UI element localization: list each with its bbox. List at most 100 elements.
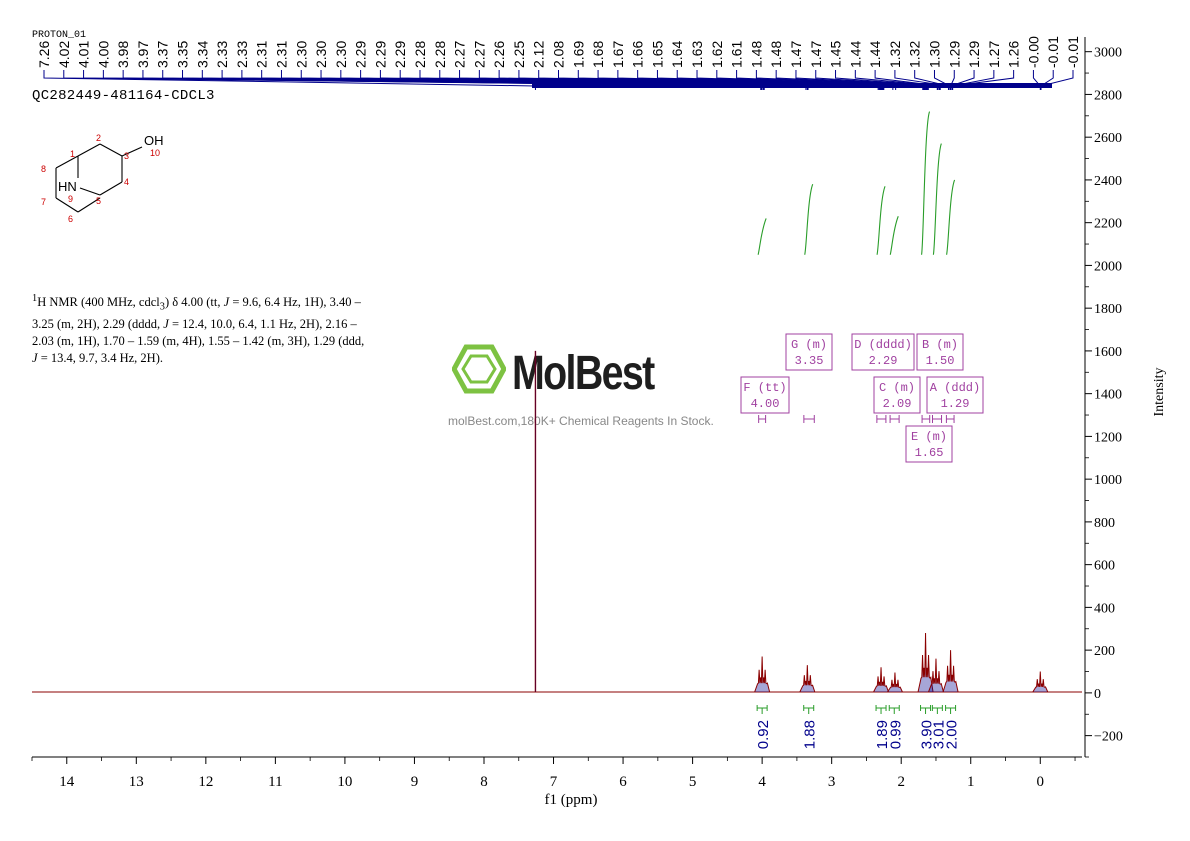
peak-label: 4.02 [56,41,72,68]
watermark-tagline: molBest.com,180K+ Chemical Reagents In S… [448,414,714,428]
peak-label: 2.31 [254,41,270,68]
spectrum-peak [754,656,771,693]
integral-value: 1.88 [802,720,819,749]
x-axis: 14 13 12 11 10 9 8 7 6 5 4 3 2 1 0f1 (ppm) [31,756,1082,808]
y-tick-label: 1600 [1094,345,1122,360]
multiplet-box [916,333,964,371]
peak-label: -0.01 [1065,36,1081,68]
multiplet-value: 1.29 [941,397,970,411]
x-tick-label: 6 [619,774,627,790]
peak-label: 1.66 [630,41,646,68]
peak-label: 1.63 [689,41,705,68]
peak-label: 1.32 [907,41,923,68]
peak-label: 2.28 [412,41,428,68]
integral-curve [946,179,956,255]
peak-label: 1.62 [709,41,725,68]
peak-label: 3.98 [115,41,131,68]
multiplet-range [931,415,943,423]
peak-label: 4.00 [95,41,111,68]
peak-label: 2.30 [333,41,349,68]
integral-bracket [756,705,768,714]
x-tick-label: 2 [897,774,905,790]
spectrum-peak [887,672,903,693]
multiplet-label: C (m) [879,381,915,395]
spectrum-peak [873,667,890,693]
peak-label: -0.00 [1025,36,1041,68]
peak-label: 2.25 [511,41,527,68]
peak-label: 2.31 [273,41,289,68]
spectrum-trace [32,350,1082,693]
peak-label: 1.47 [788,41,804,68]
multiplet-value: 2.29 [869,354,898,368]
integral-curve [889,216,899,255]
peak-label: 2.28 [432,41,448,68]
multiplet-label: D (dddd) [854,338,912,352]
atom-num-1: 1 [70,149,75,159]
peak-label: 7.26 [36,41,52,68]
peak-label: 1.32 [887,41,903,68]
multiplet-range [945,415,955,423]
peak-labels: 7.26 4.02 4.01 4.00 3.98 3.97 3.37 3.35 3.34 2.33… [36,36,1081,90]
multiplet-box [926,376,984,414]
x-tick-label: 14 [59,774,75,790]
spectrum-peak [1032,671,1049,693]
multiplet-box [905,425,953,463]
multiplet-label: G (m) [791,338,827,352]
multiplet-range [803,415,815,423]
dataset-name: QC282449-481164-CDCL3 [32,88,215,104]
x-axis-label: f1 (ppm) [545,792,598,808]
x-tick-label: 8 [480,774,488,790]
peak-label-band [532,83,1052,88]
integral-bracket [803,705,815,714]
integral-curve [757,218,767,255]
multiplet-label: B (m) [922,338,958,352]
x-tick-label: 0 [1037,774,1045,790]
integral-curve [876,186,886,255]
peak-label: 1.61 [729,41,745,68]
peak-label: 1.48 [768,41,784,68]
peak-label: 1.44 [867,41,883,68]
x-tick-label: 7 [550,774,558,790]
y-axis: −200 0 200 400 600 800 1000 1200 1400 1600 1800 200… [1084,37,1167,758]
y-tick-label: 200 [1094,644,1115,659]
y-tick-label: 1400 [1094,388,1122,403]
peak-label: 1.69 [570,41,586,68]
x-tick-label: 12 [198,774,213,790]
molecule-structure: OH HN 1 2 3 4 5 6 7 8 9 10 [41,133,164,224]
atom-num-3: 3 [124,151,129,161]
integral-value: 1.89 [874,720,891,749]
y-tick-label: 3000 [1094,46,1122,61]
multiplet-label: A (ddd) [930,381,980,395]
peak-label: 4.01 [76,41,92,68]
integral-value: 3.90 [919,720,936,749]
atom-num-10: 10 [150,148,160,158]
x-tick-label: 3 [828,774,836,790]
atom-num-6: 6 [68,214,73,224]
peak-label: 1.64 [669,41,685,68]
multiplet-boxes: G (m) 3.35 D (dddd) 2.29 B (m) 1.50 F (tt) 4.00… [740,333,984,463]
y-tick-label: 1200 [1094,430,1122,445]
spectrum-peak [799,665,816,693]
integral-bracket [888,705,900,714]
peak-label: 2.33 [214,41,230,68]
x-tick-label: 4 [758,774,766,790]
integral-bracket [920,705,932,714]
integral-curve [921,111,931,255]
peak-label: 1.65 [649,41,665,68]
multiplet-value: 1.65 [915,446,944,460]
y-tick-label: 800 [1094,516,1115,531]
atom-num-9: 9 [68,194,73,204]
atom-hn: HN [58,179,77,194]
multiplet-label: F (tt) [743,381,786,395]
y-tick-label: 0 [1094,687,1101,702]
integral-bracket [945,705,957,714]
spectrum-peak [942,650,959,693]
integral-value: 3.01 [930,720,947,749]
integral-values: 0.92 1.88 1.890.99 3.903.012.00 [755,705,961,749]
peak-label: 1.26 [1006,41,1022,68]
peak-label: 1.45 [828,41,844,68]
peak-label: 2.29 [372,41,388,68]
peak-label: 3.34 [194,41,210,68]
peak-label: 3.37 [155,41,171,68]
